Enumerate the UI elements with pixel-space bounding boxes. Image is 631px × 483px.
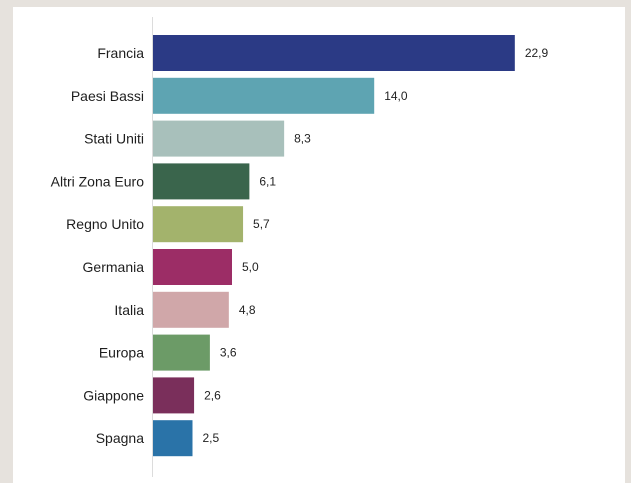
- value-label: 8,3: [294, 132, 311, 146]
- bar-germania: [153, 249, 232, 285]
- bar-italia: [153, 292, 229, 328]
- category-label: Francia: [97, 45, 144, 61]
- category-label: Germania: [83, 259, 145, 275]
- bar-altri-zona-euro: [153, 163, 249, 199]
- bar-spagna: [153, 420, 193, 456]
- value-label: 5,0: [242, 260, 259, 274]
- value-label: 6,1: [259, 174, 276, 188]
- category-label: Paesi Bassi: [71, 88, 144, 104]
- value-label: 2,6: [204, 388, 221, 402]
- bar-regno-unito: [153, 206, 243, 242]
- bar-stati-uniti: [153, 121, 284, 157]
- value-label: 14,0: [384, 89, 408, 103]
- bar-francia: [153, 35, 515, 71]
- chart-panel: Francia 22,9 Paesi Bassi 14,0 Stati Uniti 8,3…: [13, 7, 625, 483]
- bar-chart: Francia 22,9 Paesi Bassi 14,0 Stati Uniti 8,3…: [13, 7, 625, 483]
- value-label: 22,9: [525, 46, 549, 60]
- category-label: Europa: [99, 345, 144, 361]
- value-label: 4,8: [239, 303, 256, 317]
- value-label: 3,6: [220, 346, 237, 360]
- value-label: 5,7: [253, 217, 270, 231]
- category-label: Altri Zona Euro: [51, 173, 145, 189]
- category-label: Stati Uniti: [84, 131, 144, 147]
- bar-paesi-bassi: [153, 78, 374, 114]
- category-label: Giappone: [83, 387, 144, 403]
- bar-europa: [153, 335, 210, 371]
- category-label: Regno Unito: [66, 216, 144, 232]
- value-label: 2,5: [203, 431, 220, 445]
- category-label: Spagna: [96, 430, 144, 446]
- bar-giappone: [153, 377, 194, 413]
- category-label: Italia: [114, 302, 144, 318]
